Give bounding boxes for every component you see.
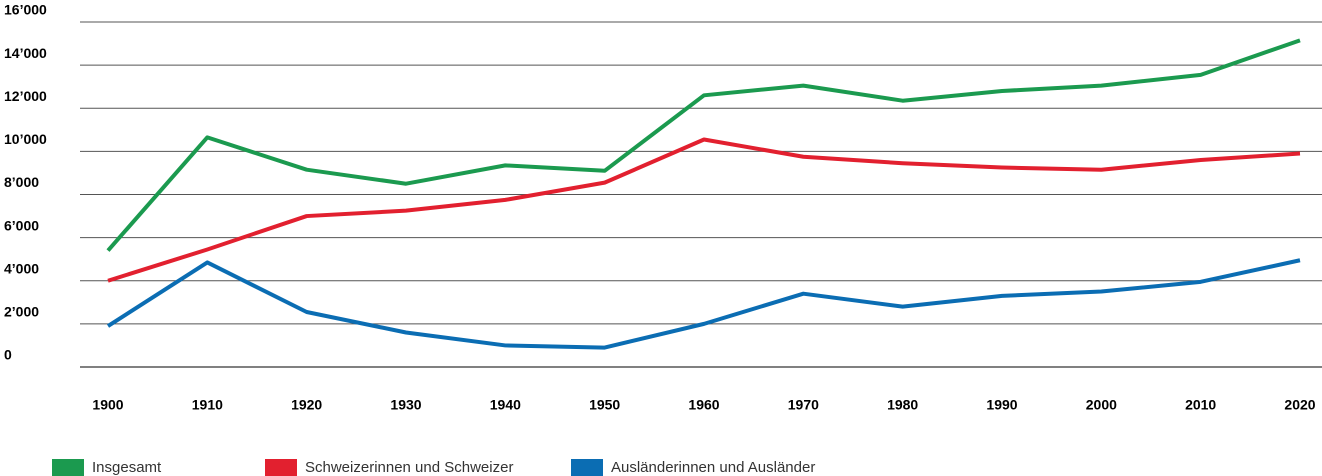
y-tick-label: 8’000 [4,174,39,190]
x-tick-label: 1930 [390,397,421,413]
y-tick-label: 12’000 [4,88,47,104]
y-tick-label: 6’000 [4,217,39,233]
y-tick-label: 2’000 [4,304,39,320]
x-tick-label: 2010 [1185,397,1216,413]
x-tick-label: 1980 [887,397,918,413]
y-tick-label: 0 [4,347,12,363]
x-tick-label: 1990 [986,397,1017,413]
x-tick-label: 1960 [688,397,719,413]
x-tick-label: 2000 [1086,397,1117,413]
x-tick-label: 1940 [490,397,521,413]
legend-swatch [571,459,603,476]
x-tick-label: 2020 [1284,397,1315,413]
y-tick-label: 10’000 [4,131,47,147]
x-tick-label: 1900 [92,397,123,413]
line-series [106,38,1301,252]
y-tick-label: 14’000 [4,45,47,61]
y-tick-label: 4’000 [4,260,39,276]
y-tick-label: 16’000 [4,2,47,18]
line-series [106,258,1301,350]
x-tick-label: 1950 [589,397,620,413]
legend-swatch [52,459,84,476]
legend-swatch [265,459,297,476]
x-tick-label: 1910 [192,397,223,413]
x-tick-label: 1920 [291,397,322,413]
legend-label: Schweizerinnen und Schweizer [305,459,513,476]
x-tick-label: 1970 [788,397,819,413]
legend-label: Ausländerinnen und Ausländer [611,459,815,476]
line-series [107,137,1301,283]
legend-label: Insgesamt [92,459,162,476]
